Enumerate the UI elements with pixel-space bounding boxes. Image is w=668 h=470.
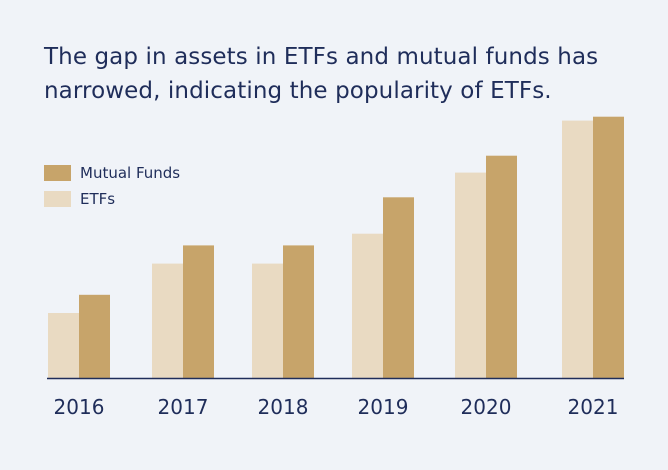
- legend-item-etfs: ETFs: [44, 186, 180, 212]
- x-tick-label: 2016: [54, 395, 105, 419]
- bar-mutual-funds-2016: [79, 294, 110, 378]
- bar-mutual-funds-2017: [183, 245, 214, 378]
- bar-mutual-funds-2020: [486, 155, 517, 378]
- chart-title: The gap in assets in ETFs and mutual fun…: [44, 44, 599, 104]
- bar-etfs-2021: [562, 120, 593, 378]
- bar-etfs-2020: [455, 172, 486, 378]
- bar-etfs-2016: [48, 313, 79, 378]
- legend-label-mutual-funds: Mutual Funds: [80, 164, 181, 182]
- bar-etfs-2019: [352, 233, 383, 378]
- legend-label-etfs: ETFs: [80, 190, 116, 208]
- chart-legend: Mutual Funds ETFs: [44, 160, 180, 212]
- legend-swatch-etfs: [44, 191, 71, 207]
- x-tick-label: 2017: [158, 395, 209, 419]
- x-tick-label: 2020: [461, 395, 512, 419]
- legend-item-mutual-funds: Mutual Funds: [44, 160, 180, 186]
- bar-etfs-2018: [252, 263, 283, 378]
- bar-mutual-funds-2019: [383, 197, 414, 378]
- x-tick-label: 2019: [358, 395, 409, 419]
- bar-etfs-2017: [152, 263, 183, 378]
- legend-swatch-mutual-funds: [44, 165, 71, 181]
- bar-mutual-funds-2018: [283, 245, 314, 378]
- bar-mutual-funds-2021: [593, 116, 624, 378]
- x-tick-label: 2021: [568, 395, 619, 419]
- x-tick-label: 2018: [258, 395, 309, 419]
